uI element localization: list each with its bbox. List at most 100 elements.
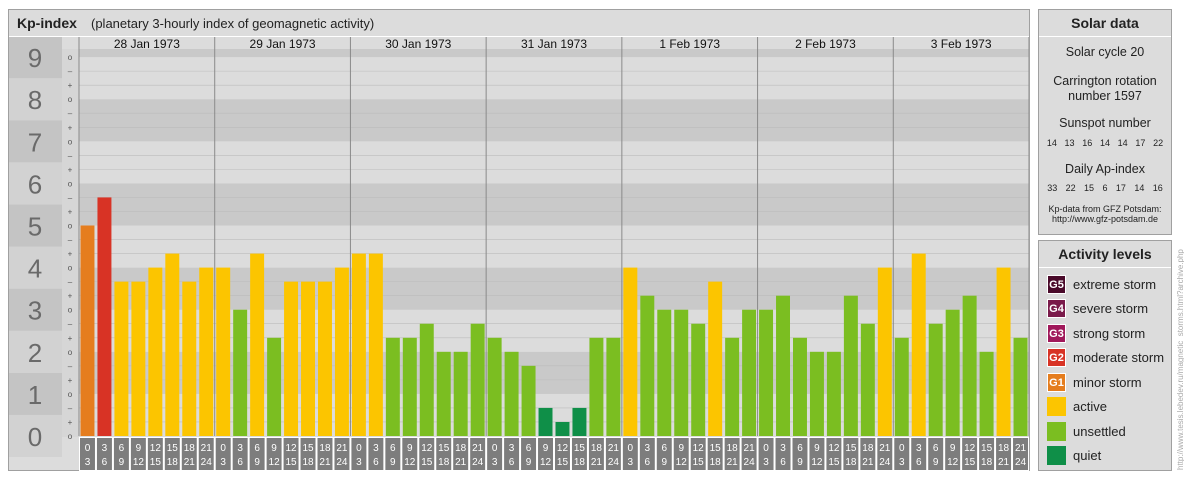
sunspot-value: 14 [1046, 138, 1057, 148]
kp-bar [759, 309, 774, 436]
hour-start-label: 15 [710, 443, 722, 454]
sub-tick-mark: o [68, 432, 73, 441]
ap-value: 33 [1047, 183, 1058, 193]
hour-cell [555, 438, 570, 470]
sunspot-label: Sunspot number [1059, 116, 1151, 130]
legend-item: quiet [1047, 446, 1101, 466]
hour-start-label: 3 [780, 443, 786, 454]
hour-end-label: 3 [356, 457, 362, 468]
sub-tick-mark: – [68, 278, 73, 287]
kp-bar [979, 351, 994, 436]
legend-label: unsettled [1073, 423, 1126, 439]
activity-levels-panel: Activity levels G5 extreme storm G4 severe … [1038, 240, 1172, 471]
sub-tick-mark: o [68, 179, 73, 188]
hour-cell [80, 438, 95, 470]
hour-end-label: 15 [285, 457, 297, 468]
hour-start-label: 6 [254, 443, 260, 454]
legend-swatch [1047, 421, 1066, 441]
y-tick-label: 9 [28, 43, 42, 73]
hour-end-label: 24 [744, 457, 756, 468]
hour-cell [962, 438, 978, 470]
hour-end-label: 6 [373, 457, 379, 468]
hour-end-label: 18 [167, 457, 179, 468]
hour-cell [877, 438, 893, 470]
source-link[interactable]: http://www.gfz-potsdam.de [1051, 214, 1159, 224]
kp-bar [131, 281, 146, 436]
hour-start-label: 21 [201, 443, 213, 454]
hour-cell [588, 438, 604, 470]
hour-end-label: 12 [676, 457, 688, 468]
hour-cell [690, 438, 706, 470]
hour-cell [215, 438, 231, 470]
kp-bar [843, 295, 858, 436]
sub-tick-mark: + [68, 207, 73, 216]
hour-cell [453, 438, 469, 470]
hour-start-label: 18 [591, 443, 603, 454]
hour-cell [996, 438, 1012, 470]
kp-bar [216, 267, 231, 436]
sub-tick-mark: + [68, 123, 73, 132]
hour-end-label: 9 [797, 457, 803, 468]
kp-bar [996, 267, 1011, 436]
hour-end-label: 15 [557, 457, 569, 468]
hour-start-label: 21 [744, 443, 756, 454]
kp-bar [860, 323, 875, 436]
hour-start-label: 18 [862, 443, 874, 454]
hour-cell [571, 438, 587, 470]
sub-tick-mark: o [68, 222, 73, 231]
hour-end-label: 12 [947, 457, 959, 468]
hour-start-label: 18 [184, 443, 196, 454]
hour-cell [317, 438, 333, 470]
hour-cell [792, 438, 808, 470]
hour-cell [504, 438, 520, 470]
hour-start-label: 9 [407, 443, 413, 454]
chart-header: Kp-index (planetary 3-hourly index of ge… [9, 10, 1029, 37]
hour-end-label: 3 [763, 457, 769, 468]
hour-start-label: 9 [271, 443, 277, 454]
ap-label: Daily Ap-index [1065, 162, 1145, 176]
hour-start-label: 0 [899, 443, 905, 454]
hour-end-label: 15 [828, 457, 840, 468]
y-tick-label: 0 [28, 422, 42, 452]
hour-start-label: 0 [356, 443, 362, 454]
hour-start-label: 21 [472, 443, 484, 454]
day-label: 29 Jan 1973 [250, 37, 316, 51]
sub-tick-mark: + [68, 418, 73, 427]
hour-cell [707, 438, 723, 470]
legend-label: active [1073, 399, 1107, 414]
hour-start-label: 18 [455, 443, 467, 454]
kp-bar [623, 267, 638, 436]
sunspot-values: 14 13 16 14 14 17 22 [1043, 138, 1167, 148]
day-label: 31 Jan 1973 [521, 37, 587, 51]
hour-cell [283, 438, 299, 470]
hour-cell [826, 438, 842, 470]
hour-cell [351, 438, 367, 470]
hour-cell [96, 438, 112, 470]
hour-start-label: 9 [136, 443, 142, 454]
hour-end-label: 21 [591, 457, 603, 468]
kp-bar [606, 337, 621, 436]
hour-end-label: 24 [608, 457, 620, 468]
kp-bar [148, 267, 163, 436]
y-tick-label: 1 [28, 380, 42, 410]
ap-value: 6 [1102, 183, 1108, 193]
kp-bar [945, 309, 960, 436]
kp-bar [284, 281, 299, 436]
sub-tick-mark: – [68, 362, 73, 371]
sub-tick-mark: o [68, 390, 73, 399]
solar-title: Solar data [1071, 15, 1139, 31]
hour-end-label: 24 [201, 457, 213, 468]
hour-start-label: 15 [574, 443, 586, 454]
kp-bar [487, 337, 502, 436]
hour-cell [164, 438, 180, 470]
kp-bar [521, 365, 536, 436]
source-line-1: Kp-data from GFZ Potsdam: [1048, 204, 1162, 214]
hour-cell [843, 438, 859, 470]
hour-cell [741, 438, 757, 470]
y-tick-label: 4 [28, 254, 42, 284]
kp-bar [504, 351, 519, 436]
kp-bar [419, 323, 434, 436]
hour-start-label: 12 [285, 443, 297, 454]
hour-cell [249, 438, 265, 470]
hour-end-label: 21 [319, 457, 331, 468]
